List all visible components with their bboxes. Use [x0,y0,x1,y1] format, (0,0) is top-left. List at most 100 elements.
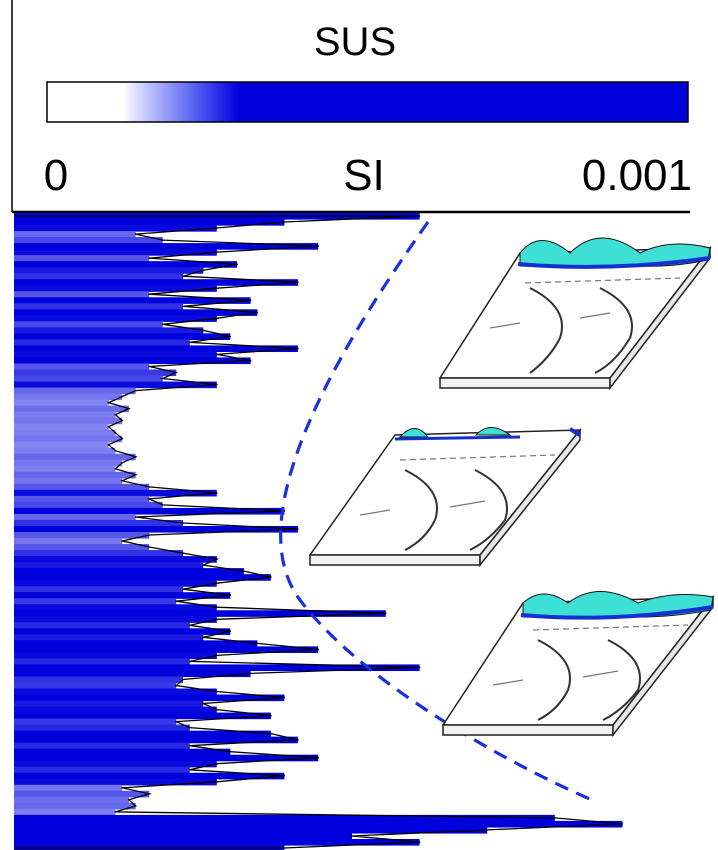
depth-band [14,483,150,491]
depth-band [14,724,190,732]
depth-band [14,501,163,509]
block-diagram-2 [308,427,582,568]
profile-point [202,702,205,705]
profile-point [128,799,130,801]
profile-point [189,726,191,729]
profile-point [270,576,272,578]
profile-point [148,293,150,296]
profile-line [14,215,623,849]
depth-band [14,694,285,702]
profile-point [114,811,117,813]
depth-band [14,604,217,611]
depth-band [14,519,183,527]
profile-point [202,329,205,332]
depth-band [14,580,217,587]
profile-point [189,341,191,344]
depth-band [14,285,217,292]
depth-band [14,748,231,756]
depth-band [14,351,217,359]
profile-point [243,570,245,572]
profile-point [216,606,218,608]
profile-point [161,504,164,506]
profile-point [148,486,150,488]
profile-point [182,275,184,278]
profile-point [317,648,320,651]
depth-band [14,375,163,383]
profile-point [216,383,218,386]
depth-band [14,279,298,286]
depth-band [14,495,150,503]
depth-band [14,249,217,256]
profile-point [236,263,238,266]
profile-point [418,215,421,217]
profile-point [216,353,218,356]
depth-band [14,225,217,232]
depth-band [14,345,298,353]
depth-band [14,790,150,798]
profile-point [216,287,218,290]
depth-band [14,303,183,310]
profile-point [121,437,123,440]
depth-band [14,393,123,401]
profile-point [175,371,177,374]
profile-point [270,732,272,735]
depth-band [14,339,190,347]
profile-point [202,636,205,639]
depth-band [14,658,190,666]
profile-point [283,696,286,699]
depth-band [14,231,136,238]
depth-band [14,261,238,268]
profile-point [121,540,123,542]
profile-point [148,365,150,368]
profile-point [134,389,137,392]
profile-point [121,480,123,482]
depth-band [14,700,204,708]
depth-band [14,219,285,226]
depth-band [14,664,420,672]
depth-band [14,291,150,298]
depth-band [14,435,123,443]
profile-point [283,775,286,777]
depth-band [14,538,123,545]
depth-band [14,525,298,533]
chart-title: SUS [314,20,396,64]
profile-point [189,744,191,747]
profile-point [114,468,117,470]
depth-band [14,796,129,804]
depth-band [14,820,623,828]
profile-point [216,492,218,494]
profile-point [297,738,299,741]
depth-band [14,808,116,816]
depth-band [14,237,163,244]
depth-band [14,489,217,497]
depth-band [14,327,204,334]
depth-band [14,832,352,840]
profile-point [216,251,218,253]
profile-point [189,624,191,627]
block-diagram-3 [441,591,715,738]
profile-point [148,793,150,795]
depth-band [14,429,116,437]
depth-band [14,471,136,479]
depth-band [14,574,271,581]
profile-point [148,257,150,259]
profile-point [270,714,272,717]
depth-band [14,309,258,316]
depth-band [14,742,190,750]
profile-point [216,317,218,320]
profile-point [121,395,123,398]
depth-band [14,616,217,623]
profile-point [134,805,137,807]
depth-band [14,333,231,340]
depth-band [14,381,217,389]
profile-point [216,654,218,657]
profile-point [554,817,556,819]
profile-point [202,564,205,566]
depth-band [14,513,136,521]
profile-point [229,750,232,753]
profile-point [216,781,218,783]
profile-point [182,522,184,524]
profile-point [182,588,184,590]
depth-band [14,550,183,557]
